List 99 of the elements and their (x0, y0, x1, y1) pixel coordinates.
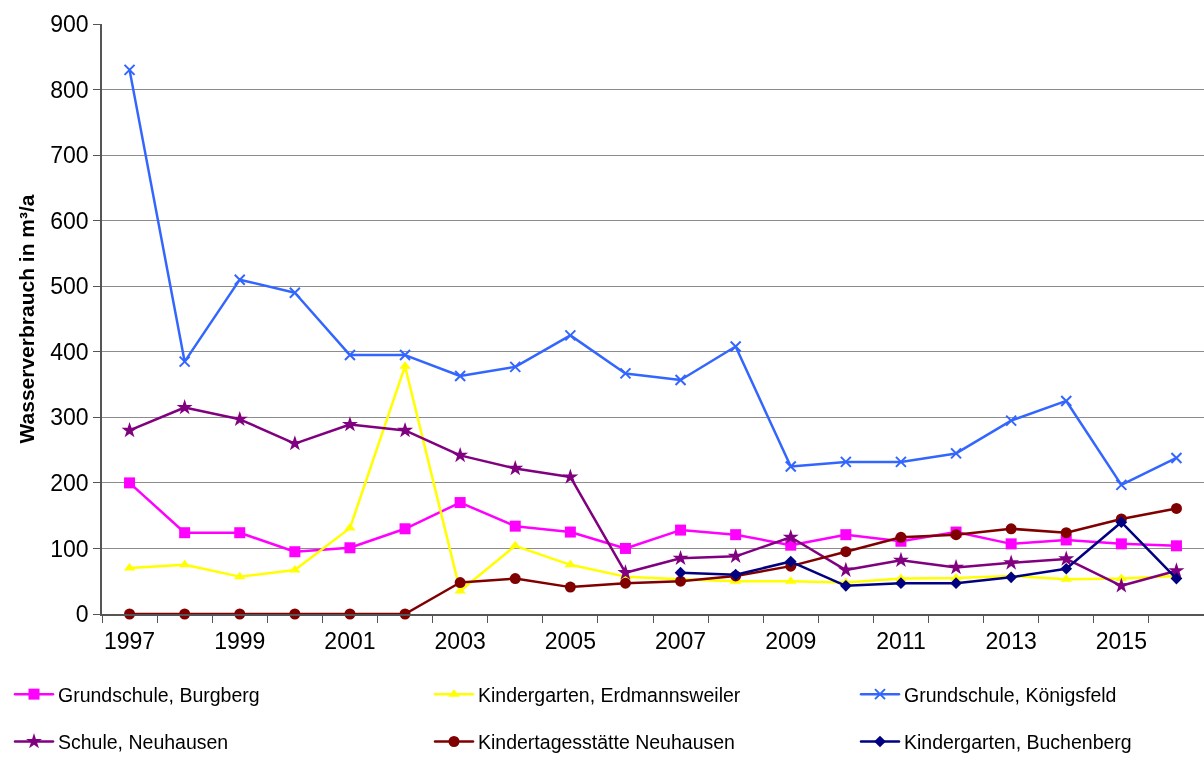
point (341, 416, 358, 432)
y-tick-label: 300 (50, 404, 89, 431)
x-tick-label: 2011 (876, 628, 926, 655)
legend-label: Schule, Neuhausen (58, 731, 229, 754)
point (784, 555, 797, 568)
point (672, 549, 689, 566)
point (344, 542, 356, 554)
point (562, 468, 579, 484)
point (895, 577, 907, 590)
x-tick-label: 1997 (103, 628, 156, 655)
y-tick-label: 100 (50, 535, 89, 562)
point (619, 577, 631, 589)
point (343, 349, 356, 362)
legend-label: Grundschule, Burgberg (58, 683, 260, 706)
point (124, 477, 136, 489)
point (1115, 516, 1128, 529)
point (1170, 572, 1183, 585)
point (1058, 550, 1075, 566)
point (892, 551, 909, 568)
y-tick-label: 600 (50, 207, 89, 234)
legend-label: Kindergarten, Buchenberg (904, 731, 1132, 754)
point (729, 340, 742, 353)
point (1060, 527, 1072, 539)
point (840, 546, 852, 558)
point (121, 422, 138, 438)
y-tick-label: 500 (50, 273, 89, 300)
point (1003, 554, 1020, 570)
legend-label: Grundschule, Königsfeld (904, 683, 1117, 706)
x-tick-label: 2001 (324, 628, 376, 655)
y-tick-label: 200 (50, 469, 89, 496)
y-axis-title: Wasserverbrauch in m³/a (14, 194, 38, 444)
point (1060, 562, 1073, 575)
point (507, 460, 524, 476)
point (234, 527, 246, 539)
point (397, 422, 414, 438)
point (894, 455, 907, 468)
point (839, 455, 852, 468)
x-tick-label: 2009 (765, 628, 817, 655)
point (178, 355, 191, 368)
point (727, 547, 744, 564)
point (675, 524, 687, 536)
point (1005, 538, 1017, 550)
point (289, 546, 301, 558)
point (895, 531, 907, 543)
point (674, 566, 687, 579)
x-tick-label: 2003 (434, 628, 486, 655)
point (1005, 414, 1018, 427)
point (509, 520, 521, 532)
y-tick-label: 800 (50, 76, 89, 103)
point (454, 577, 466, 589)
point (286, 435, 303, 451)
point (399, 349, 412, 362)
point (1115, 478, 1128, 491)
point (123, 63, 136, 76)
point (176, 399, 193, 415)
point (179, 527, 191, 539)
point (231, 410, 248, 427)
point (840, 579, 852, 592)
point (675, 575, 687, 587)
point (674, 373, 687, 386)
point (564, 581, 576, 593)
legend-label: Kindertagesstätte Neuhausen (478, 731, 735, 754)
point (782, 528, 799, 545)
legend-label: Kindergarten, Erdmannsweiler (478, 683, 741, 706)
point (233, 273, 246, 286)
point (1060, 394, 1073, 407)
point (619, 542, 631, 554)
point (564, 329, 577, 342)
point (1170, 451, 1183, 464)
y-tick-label: 900 (50, 11, 89, 38)
point (948, 559, 965, 575)
y-tick-label: 0 (75, 601, 89, 628)
x-tick-label: 2007 (654, 628, 707, 655)
point (509, 360, 522, 373)
point (950, 577, 962, 590)
x-tick-label: 1999 (214, 628, 266, 655)
point (1115, 538, 1127, 550)
point (840, 529, 852, 541)
point (454, 497, 466, 509)
point (619, 367, 632, 380)
point (784, 460, 797, 473)
point (399, 523, 411, 535)
point (454, 370, 467, 383)
point (1170, 502, 1182, 514)
y-tick-label: 700 (50, 142, 89, 169)
point (1005, 523, 1017, 535)
point (452, 446, 469, 463)
point (1170, 540, 1182, 552)
point (730, 529, 742, 541)
point (509, 573, 521, 585)
x-tick-label: 2013 (985, 628, 1037, 655)
point (564, 526, 576, 538)
point (1005, 571, 1017, 584)
x-tick-label: 2015 (1095, 628, 1147, 655)
point (837, 561, 854, 577)
point (288, 286, 301, 299)
x-tick-label: 2005 (544, 628, 596, 655)
y-tick-label: 400 (50, 338, 89, 365)
point (950, 447, 963, 460)
